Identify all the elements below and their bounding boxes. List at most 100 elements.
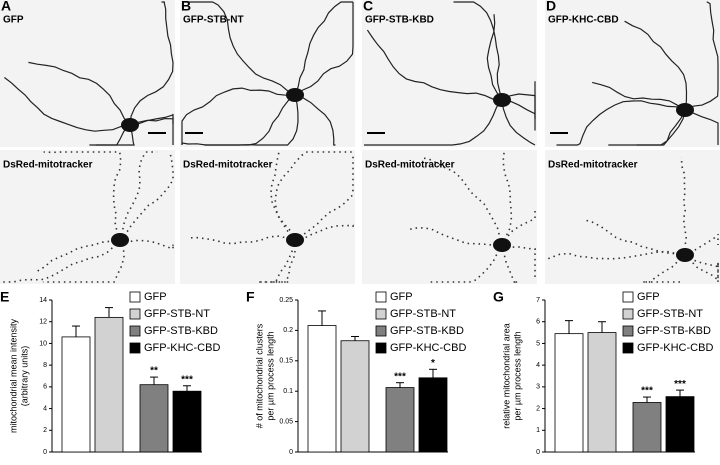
mito-track [427,244,503,283]
legend-swatch [129,291,141,303]
bar [94,316,124,453]
neurite [501,93,536,131]
significance-label: *** [674,379,686,390]
micrograph [362,0,537,147]
bar [632,402,662,453]
mito-track [501,244,536,277]
y-tick-label: 0 [289,449,293,456]
legend-swatch [129,308,141,320]
legend-swatch [375,291,387,303]
legend-swatch [622,291,634,303]
y-tick-label: 0 [43,449,47,456]
legend-label: GFP [637,291,660,303]
legend-label: GFP-KHC-CBD [144,342,220,354]
neurite [184,1,296,96]
soma [286,88,304,102]
legend-label: GFP-STB-KBD [144,325,218,337]
y-tick-label: 4 [536,362,540,369]
y-tick-label: 3 [536,384,540,391]
legend-swatch [129,342,141,354]
mito-track [501,244,521,283]
y-tick-label: 0.15 [279,358,293,365]
panel-label: F [246,289,255,305]
y-tick-label: 4 [43,405,47,412]
legend-label: GFP-STB-NT [144,308,210,320]
bar [340,340,370,453]
panel-label: A [1,0,11,14]
legend-label: GFP-KHC-CBD [637,342,713,354]
image-label: DsRed-mitotracker [3,160,93,171]
micrograph-background [0,0,175,147]
panel-label: B [181,0,191,14]
neurite [28,61,131,126]
neurite [624,20,688,111]
soma [493,93,511,107]
micrograph-background [180,150,355,284]
bar [61,336,91,453]
neurite [181,87,296,145]
image-label: DsRed-mitotracker [183,160,273,171]
soma [121,118,139,132]
neurite [592,81,686,111]
panel-label: D [546,0,556,14]
micrograph [545,150,720,284]
legend-swatch [375,325,387,337]
micrograph-background [545,150,720,284]
y-tick-label: 12 [39,319,47,326]
y-tick-label: 5 [536,340,540,347]
y-tick-label: 0 [536,449,540,456]
legend-label: GFP-STB-KBD [390,325,464,337]
bar [665,396,695,453]
mito-track [684,254,719,282]
neurite [501,99,536,146]
y-tick-label: 0.1 [283,388,293,395]
panel-label: G [493,289,504,305]
micrograph [180,150,355,284]
significance-label: *** [181,374,193,385]
micrograph-background [0,150,175,284]
neurite [364,99,503,146]
micrograph-background [545,0,720,147]
micrograph-background [362,150,537,284]
mito-track [420,156,503,246]
y-tick-label: 14 [39,297,47,304]
legend-label: GFP [390,291,413,303]
neurite [294,94,336,146]
y-tick-label: 7 [536,297,540,304]
legend-label: GFP [144,291,167,303]
neurite [294,2,354,96]
y-tick-label: 2 [536,405,540,412]
y-axis-label: mitochondrial mean intensity [8,318,18,433]
y-tick-label: 0.25 [279,297,293,304]
y-tick-label: 1 [536,427,540,434]
image-label: GFP-STB-NT [183,15,244,26]
image-label: GFP-STB-KBD [365,15,434,26]
y-tick-label: 6 [43,384,47,391]
bar [385,387,415,453]
neurite [453,1,503,101]
neurite [89,124,131,146]
significance-label: ** [150,366,158,377]
y-tick-label: 6 [536,319,540,326]
y-tick-label: 2 [43,427,47,434]
soma [111,233,129,247]
y-axis-label: per µm process length [265,331,275,420]
neurite [556,100,686,146]
mito-track [684,233,719,256]
y-axis-label: per µm process length [512,331,522,420]
neurite [684,1,719,111]
mito-track [2,239,121,283]
mito-track [684,254,719,282]
bar [172,390,202,453]
legend-label: GFP-STB-KBD [637,325,711,337]
bar [587,332,617,453]
micrograph [180,0,355,147]
soma [286,233,304,247]
neurite [294,1,353,96]
y-tick-label: 8 [43,362,47,369]
micrograph-background [180,0,355,147]
y-tick-label: 0.2 [283,327,293,334]
micrograph-background [362,0,537,147]
mito-track [501,151,513,246]
